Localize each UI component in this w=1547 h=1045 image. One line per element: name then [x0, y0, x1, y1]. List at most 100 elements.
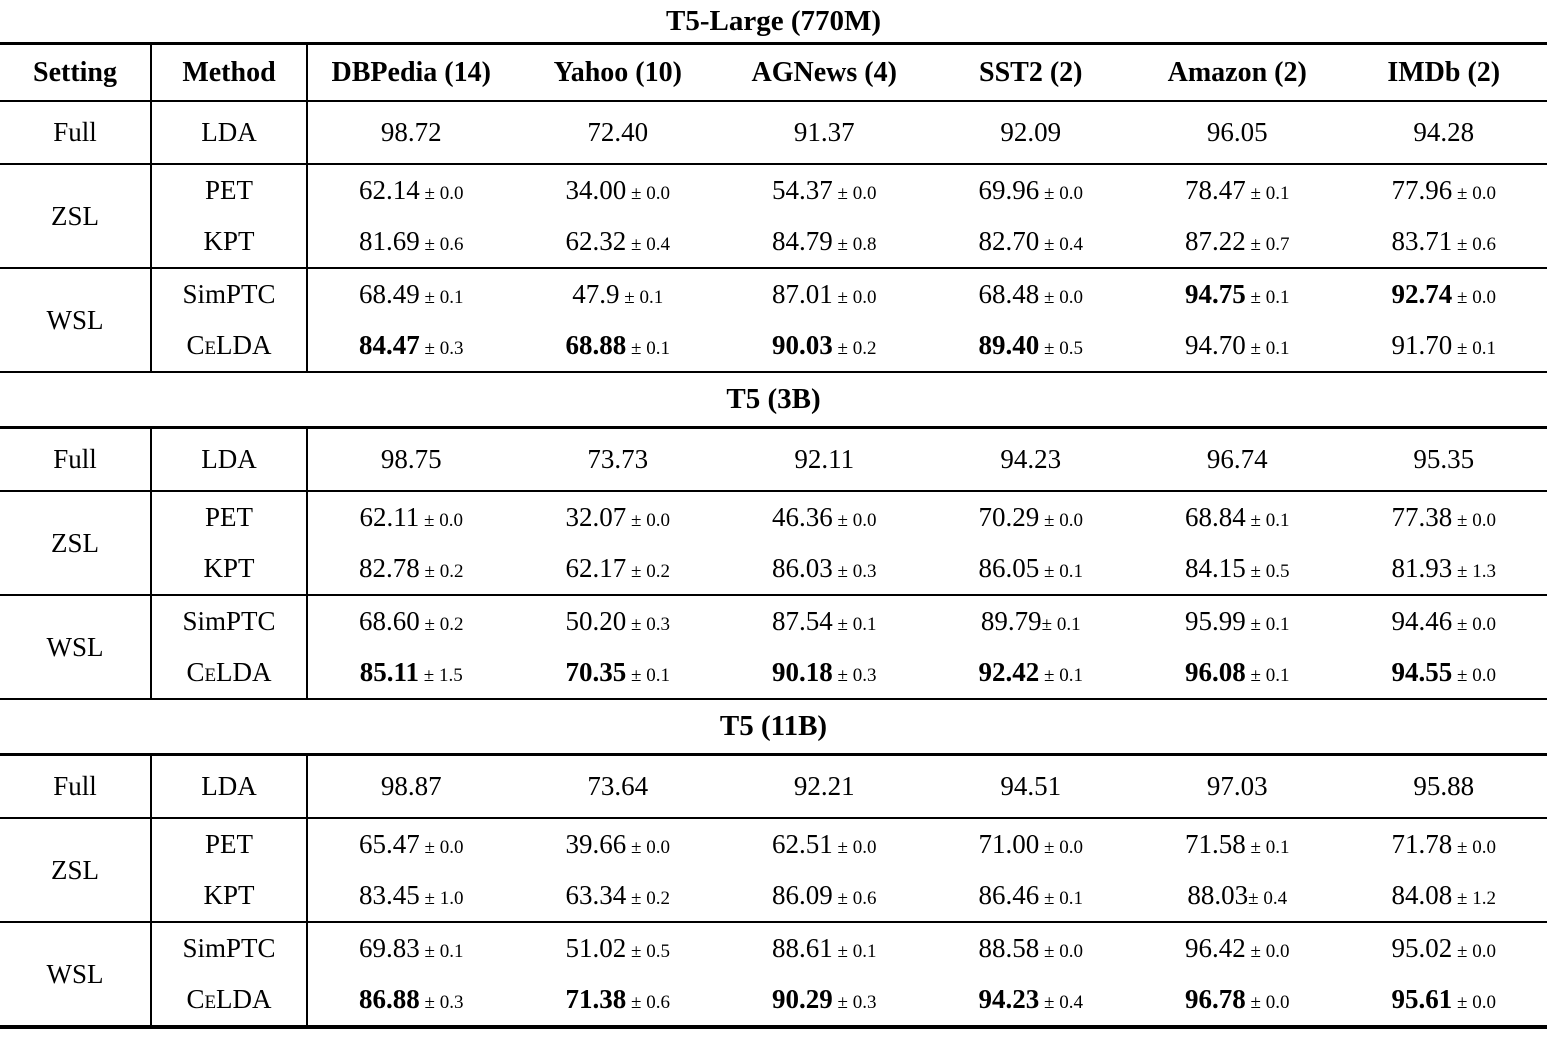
score-std: ± 0.1 [1245, 614, 1290, 635]
score-cell: 62.17 ± 0.2 [515, 543, 722, 594]
score-std: ± 0.1 [832, 614, 877, 635]
score-value: 86.03 [772, 553, 833, 583]
score: 68.48 ± 0.0 [979, 279, 1083, 310]
score: 94.51 [1000, 771, 1061, 802]
score-std: ± 0.1 [626, 338, 670, 359]
score-value: 69.83 [359, 933, 420, 963]
score: 62.17 ± 0.2 [566, 553, 670, 584]
score-cell: 72.40 [515, 102, 722, 163]
score-value: 70.35 [565, 657, 627, 687]
score: 90.29 ± 0.3 [772, 984, 876, 1015]
score-value: 91.70 [1391, 330, 1453, 360]
score: 83.45 ± 1.0 [359, 880, 463, 911]
score: 62.14 ± 0.0 [359, 175, 463, 206]
setting-label: WSL [0, 596, 152, 698]
score-value: 87.54 [772, 606, 833, 636]
score-value: 90.18 [772, 657, 833, 687]
score-cell: 77.38 ± 0.0 [1341, 492, 1547, 543]
score-cell: 91.70 ± 0.1 [1341, 320, 1547, 371]
score: 97.03 [1207, 771, 1268, 802]
score: 62.11 ± 0.0 [360, 502, 463, 533]
score-cell: 90.03 ± 0.2 [721, 320, 928, 371]
score-value: 84.08 [1391, 880, 1453, 910]
score-cell: 92.42 ± 0.1 [928, 647, 1135, 698]
score: 90.03 ± 0.2 [772, 330, 876, 361]
score-value: 82.70 [978, 226, 1040, 256]
score-value: 94.46 [1391, 606, 1453, 636]
score-cell: 84.08 ± 1.2 [1341, 870, 1547, 921]
score: 71.78 ± 0.0 [1392, 829, 1496, 860]
method-label: KPT [152, 543, 308, 594]
score-cell: 50.20 ± 0.3 [515, 596, 722, 647]
score-std: ± 0.2 [832, 338, 877, 359]
score-cell: 96.74 [1134, 429, 1341, 490]
score-std: ± 0.0 [1452, 992, 1496, 1013]
score: 54.37 ± 0.0 [772, 175, 876, 206]
score-std: ± 0.0 [419, 510, 463, 531]
score: 92.09 [1000, 117, 1061, 148]
column-header-setting: Setting [0, 45, 152, 100]
score: 84.15 ± 0.5 [1185, 553, 1289, 584]
score-value: 39.66 [565, 829, 627, 859]
score-std: ± 1.0 [419, 888, 464, 909]
score-value: 96.08 [1185, 657, 1246, 687]
score-cell: 90.18 ± 0.3 [721, 647, 928, 698]
score-cell: 94.51 [928, 756, 1135, 817]
section-title: T5 (11B) [0, 700, 1547, 756]
score: 94.28 [1413, 117, 1474, 148]
score-value: 77.38 [1391, 502, 1453, 532]
score-value: 34.00 [565, 175, 627, 205]
score-value: 32.07 [565, 502, 627, 532]
score-cell: 94.46 ± 0.0 [1341, 596, 1547, 647]
setting-group-rows: PET 62.11 ± 0.0 32.07 ± 0.0 46.36 ± 0.0 70.2… [152, 492, 1547, 594]
score-cell: 89.79± 0.1 [928, 596, 1135, 647]
column-header: SST2 (2) [979, 56, 1083, 88]
score-cell: 81.93 ± 1.3 [1341, 543, 1547, 594]
score: 90.18 ± 0.3 [772, 657, 876, 688]
score-value: 68.49 [359, 279, 420, 309]
table-row: SimPTC 68.60 ± 0.2 50.20 ± 0.3 87.54 ± 0.1 8… [152, 596, 1547, 647]
score-value: 51.02 [565, 933, 627, 963]
score-std: ± 0.6 [626, 992, 670, 1013]
score-cell: 83.45 ± 1.0 [308, 870, 515, 921]
score-std: ± 0.1 [619, 287, 664, 308]
table-bottom-rule [0, 1025, 1547, 1029]
score: 46.36 ± 0.0 [772, 502, 876, 533]
score-cell: 87.54 ± 0.1 [721, 596, 928, 647]
score-value: 86.46 [978, 880, 1040, 910]
score-std: ± 1.5 [419, 665, 463, 686]
score-std: ± 0.0 [832, 510, 877, 531]
score-std: ± 0.0 [1245, 992, 1290, 1013]
score-cell: 86.03 ± 0.3 [721, 543, 928, 594]
score-value: 92.11 [794, 444, 855, 474]
score-std: ± 0.0 [1452, 614, 1496, 635]
score-cell: 95.99 ± 0.1 [1134, 596, 1341, 647]
score-std: ± 0.0 [1039, 183, 1083, 204]
score-value: 78.47 [1185, 175, 1246, 205]
score-cell: 71.78 ± 0.0 [1341, 819, 1547, 870]
score: 50.20 ± 0.3 [566, 606, 670, 637]
table-header-row: Setting Method DBPedia (14) Yahoo (10) AGNew… [0, 45, 1547, 102]
setting-group: Full LDA 98.72 72.40 91.37 92.09 96.05 94.28 [0, 102, 1547, 165]
method-label: PET [152, 492, 308, 543]
score-cell: 94.23 ± 0.4 [928, 974, 1135, 1025]
score-std: ± 0.2 [419, 614, 464, 635]
score-std: ± 0.0 [1245, 941, 1290, 962]
method-label: LDA [152, 756, 308, 817]
score-cell: 69.83 ± 0.1 [308, 923, 515, 974]
score-value: 84.79 [772, 226, 833, 256]
score: 63.34 ± 0.2 [566, 880, 670, 911]
score-value: 83.45 [359, 880, 420, 910]
score-cell: 87.01 ± 0.0 [721, 269, 928, 320]
score-std: ± 0.1 [1245, 837, 1290, 858]
score-cell: 73.64 [515, 756, 722, 817]
score-value: 95.61 [1391, 984, 1453, 1014]
score: 87.54 ± 0.1 [772, 606, 876, 637]
score: 73.64 [587, 771, 648, 802]
score-value: 94.55 [1391, 657, 1453, 687]
score: 96.78 ± 0.0 [1185, 984, 1289, 1015]
score-cell: 92.11 [721, 429, 928, 490]
score-cell: 94.23 [928, 429, 1135, 490]
column-header: AGNews (4) [751, 56, 897, 88]
score: 86.05 ± 0.1 [979, 553, 1083, 584]
